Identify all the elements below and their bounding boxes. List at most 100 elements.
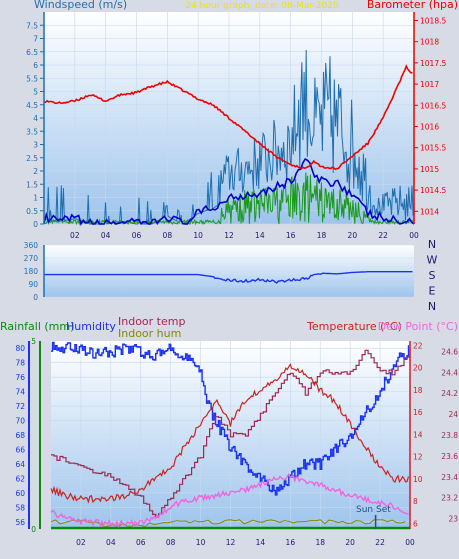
indoor-tick-label: 23.4 — [441, 473, 458, 482]
baro-tick-label: 1017.5 — [420, 59, 446, 68]
x-tick-label: 02 — [76, 538, 86, 547]
temperature-tick-label: 16 — [413, 408, 423, 417]
wind-tick-label: 4.5 — [26, 101, 38, 110]
humidity-tick-label: 72 — [15, 402, 25, 411]
x-tick-label: 20 — [348, 231, 358, 240]
wind-plot-axes: 00.511.522.533.544.555.566.577.510141014… — [26, 12, 446, 240]
barometer-line — [43, 64, 413, 171]
indoor-tick-label: 24.4 — [441, 368, 458, 377]
x-tick-label: 12 — [224, 231, 234, 240]
direction-tick-label: 180 — [24, 267, 39, 276]
humidity-plot-grid — [51, 341, 411, 529]
temperature-tick-label: 10 — [413, 475, 423, 484]
indoor-tick-label: 24.2 — [441, 389, 458, 398]
humidity-tick-label: 80 — [15, 344, 25, 353]
humidity-tick-label: 68 — [15, 431, 25, 440]
temperature-tick-label: 6 — [413, 519, 418, 528]
wind-tick-label: 6.5 — [26, 48, 38, 57]
x-tick-label: 06 — [136, 538, 146, 547]
x-tick-label: 10 — [193, 231, 203, 240]
wind-direction-line — [44, 271, 413, 284]
wind-tick-label: 2.5 — [26, 154, 38, 163]
humidity-tick-label: 70 — [15, 417, 25, 426]
indoor-hum-label: Indoor hum — [118, 327, 181, 340]
compass-letter: N — [428, 300, 436, 313]
x-tick-label: 08 — [163, 231, 173, 240]
humidity-tick-label: 66 — [15, 445, 25, 454]
baro-tick-label: 1014.5 — [420, 186, 446, 195]
x-tick-label: 22 — [378, 231, 388, 240]
indoor-tick-label: 24.6 — [441, 347, 458, 356]
baro-tick-label: 1018 — [420, 38, 439, 47]
temperature-line — [50, 363, 410, 504]
wind-plot-data — [43, 49, 415, 227]
direction-tick-label: 270 — [24, 254, 39, 263]
humidity-line — [51, 341, 410, 496]
baro-tick-label: 1015 — [420, 165, 439, 174]
baro-tick-label: 1018.5 — [420, 16, 446, 25]
wind-tick-label: 7 — [33, 35, 38, 44]
temperature-tick-label: 8 — [413, 497, 418, 506]
rain-tick-label: 5 — [31, 337, 36, 346]
direction-tick-label: 360 — [24, 241, 39, 250]
x-tick-label: 18 — [315, 538, 325, 547]
dewpoint-axis-label: Dew Point (°C) — [378, 320, 458, 333]
direction-plot-data — [44, 271, 413, 284]
humidity-tick-label: 62 — [15, 474, 25, 483]
baro-tick-label: 1016 — [420, 122, 439, 131]
humidity-tick-label: 56 — [15, 518, 25, 527]
indoor-tick-label: 24 — [448, 410, 458, 419]
humidity-plot-data — [50, 341, 411, 530]
x-tick-label: 16 — [286, 231, 296, 240]
rainfall-axis-label: Rainfall (mm) — [0, 320, 74, 333]
wind-tick-label: 3.5 — [26, 127, 38, 136]
temperature-tick-label: 20 — [413, 364, 423, 373]
baro-tick-label: 1015.5 — [420, 144, 446, 153]
compass-letter: E — [429, 285, 436, 298]
wind-tick-label: 6 — [33, 61, 38, 70]
wind-tick-label: 1 — [33, 194, 38, 203]
indoor-tick-label: 23.8 — [441, 431, 458, 440]
x-tick-label: 18 — [317, 231, 327, 240]
direction-plot-axes: 360 270 180 90 0 — [24, 241, 45, 302]
x-tick-label: 20 — [345, 538, 355, 547]
compass-letter: S — [429, 269, 436, 282]
humidity-axis-label: Humidity — [66, 320, 116, 333]
temperature-tick-label: 22 — [413, 341, 423, 350]
wind-tick-label: 0.5 — [26, 207, 38, 216]
wind-tick-label: 7.5 — [26, 21, 38, 30]
baro-tick-label: 1014 — [420, 207, 439, 216]
baro-tick-label: 1017 — [420, 80, 439, 89]
wind-tick-label: 0 — [33, 220, 38, 229]
temperature-tick-label: 12 — [413, 453, 423, 462]
wind-axis-label: Windspeed (m/s) — [34, 0, 127, 11]
x-tick-label: 00 — [409, 231, 419, 240]
wind-tick-label: 2 — [33, 167, 38, 176]
wind-average-line — [43, 157, 415, 227]
x-tick-label: 02 — [70, 231, 80, 240]
wind-speed-line — [43, 49, 414, 225]
x-tick-label: 10 — [196, 538, 206, 547]
direction-tick-label: 90 — [28, 280, 38, 289]
sunset-label: Sun Set — [356, 505, 391, 515]
indoor-tick-label: 23 — [448, 515, 458, 524]
temperature-tick-label: 14 — [413, 430, 423, 439]
indoor-temp-label: Indoor temp — [118, 315, 185, 328]
humidity-tick-label: 76 — [15, 373, 25, 382]
wind-tick-label: 3 — [33, 141, 38, 150]
x-tick-label: 12 — [226, 538, 236, 547]
rain-tick-label: 0 — [31, 525, 36, 534]
wind-tick-label: 5.5 — [26, 74, 38, 83]
barometer-axis-label: Barometer (hpa) — [367, 0, 458, 11]
x-tick-label: 14 — [255, 231, 265, 240]
direction-tick-label: 0 — [33, 293, 38, 302]
indoor-temp-line — [51, 349, 411, 518]
compass-letter: W — [427, 254, 438, 267]
dewpoint-line — [50, 473, 409, 528]
temperature-tick-label: 18 — [413, 386, 423, 395]
compass-letter: N — [428, 238, 436, 251]
humidity-tick-label: 74 — [15, 388, 25, 397]
